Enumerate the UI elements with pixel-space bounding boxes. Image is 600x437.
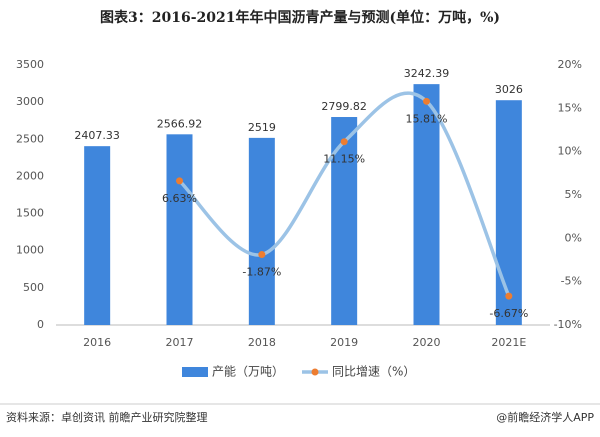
line-value-label: -1.87% [242,266,281,279]
bar [166,134,193,325]
line-value-label: 15.81% [406,112,448,125]
x-tick-label: 2020 [413,336,441,349]
bar-value-label: 2407.33 [74,129,120,142]
line-marker [505,292,513,300]
x-tick-label: 2017 [166,336,194,349]
y2-tick-label: 15% [558,101,582,114]
bar [413,84,440,325]
x-tick-label: 2016 [83,336,111,349]
y-tick-label: 2500 [16,132,44,145]
line-marker [423,97,430,105]
source: 资料来源：卓创资讯 前瞻产业研究院整理 [6,410,208,424]
y-tick-label: 2000 [16,169,44,182]
y2-tick-label: -5% [561,275,582,288]
bar-value-label: 2799.82 [321,100,367,113]
y-tick-label: 3000 [16,95,44,108]
line-value-label: -6.67% [489,307,528,320]
legend-label: 同比增速（%） [332,365,415,379]
y-tick-label: 3500 [16,58,44,71]
bar-value-label: 2519 [248,121,276,134]
legend-marker [311,368,319,376]
bar-value-label: 3242.39 [404,67,450,80]
line-value-label: 6.63% [162,192,197,205]
bar-value-label: 3026 [495,83,523,96]
line-marker [176,177,183,185]
line-value-label: 11.15% [323,153,365,166]
x-tick-label: 2021E [491,336,526,349]
bar [84,146,111,325]
line-marker [340,138,348,146]
legend-swatch [182,367,208,377]
x-tick-label: 2018 [248,336,276,349]
y2-tick-label: -10% [554,318,582,331]
y2-tick-label: 0% [565,231,582,244]
y2-tick-label: 5% [565,188,582,201]
y-tick-label: 500 [23,281,44,294]
y-tick-label: 1500 [16,207,44,220]
legend-label: 产能（万吨） [212,365,284,379]
y2-tick-label: 10% [558,145,582,158]
y-tick-label: 0 [37,318,44,331]
x-tick-label: 2019 [330,336,358,349]
chart-title: 图表3：2016-2021年年中国沥青产量与预测(单位：万吨，%) [100,9,500,26]
line-marker [258,251,266,259]
bar [331,117,358,326]
bar-value-label: 2566.92 [157,117,203,130]
y2-tick-label: 20% [558,58,582,71]
bar [495,100,522,325]
bar [248,137,275,325]
credit: @前瞻经济学人APP [496,410,594,424]
y-tick-label: 1000 [16,244,44,257]
